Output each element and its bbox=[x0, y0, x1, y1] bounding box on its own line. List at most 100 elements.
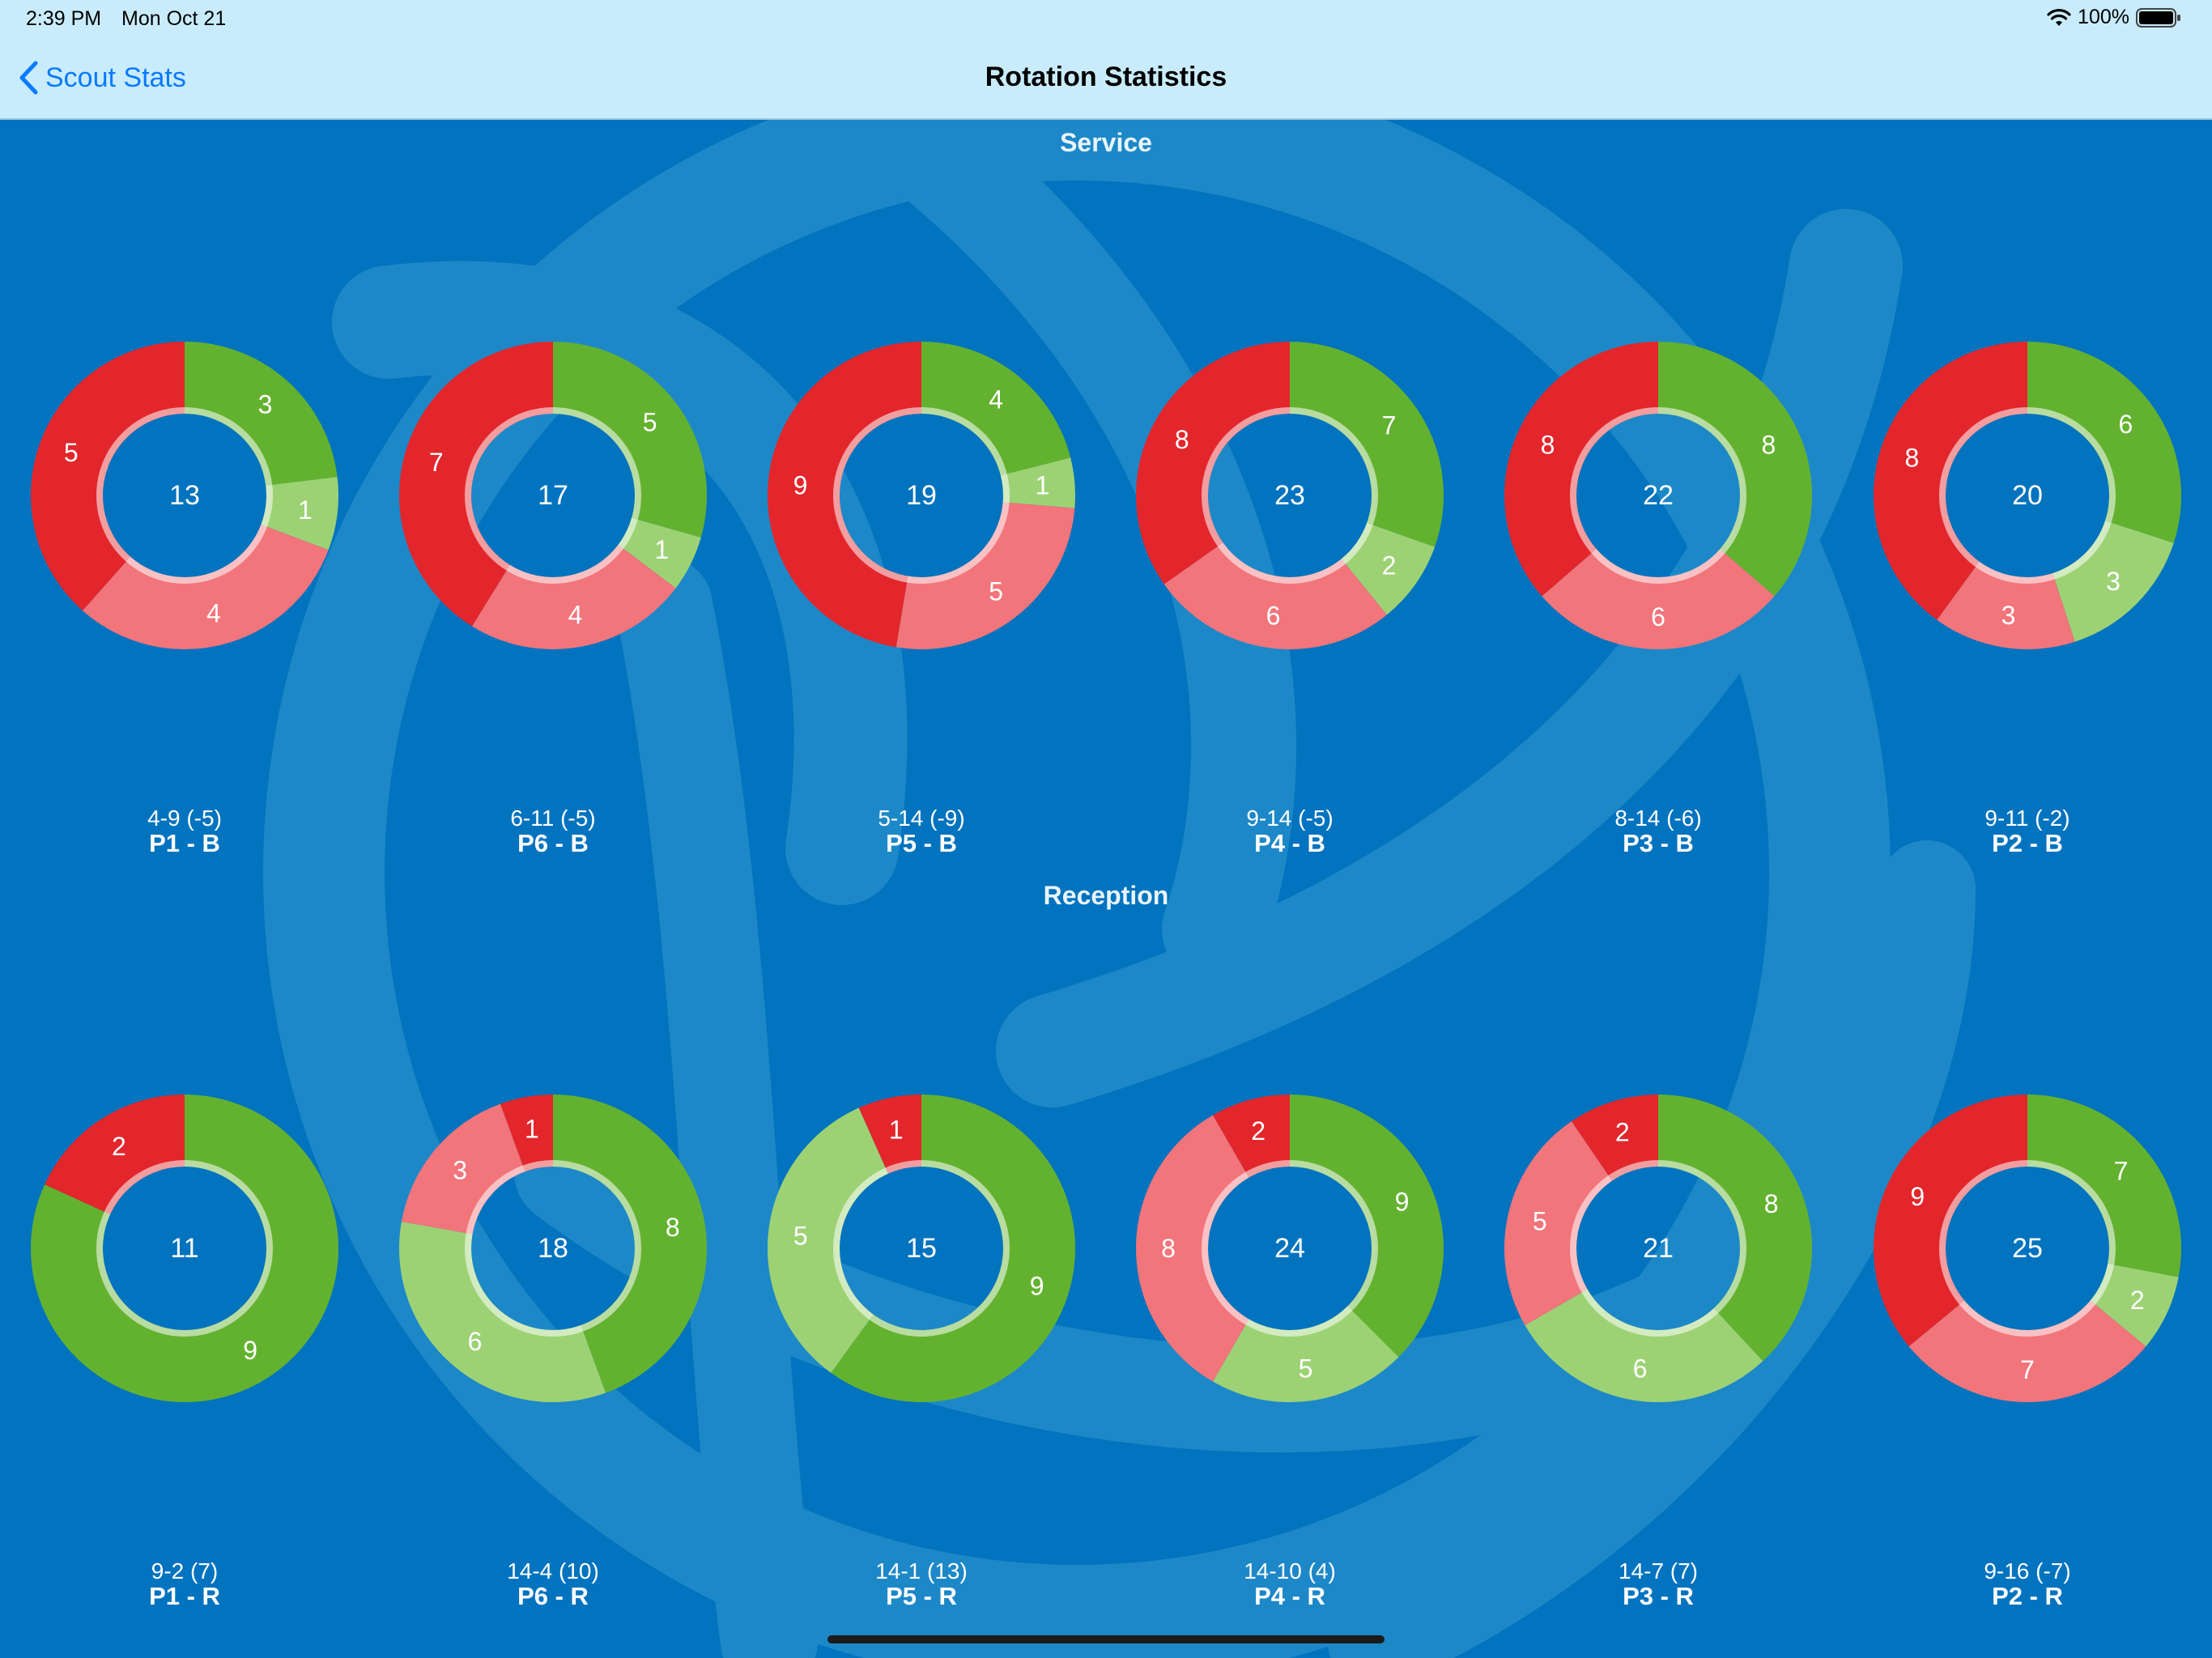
rotation-score: 14-7 (7) bbox=[1618, 1558, 1699, 1584]
donut-inner-ring bbox=[1939, 1160, 2116, 1337]
rotation-score: 4-9 (-5) bbox=[147, 806, 222, 831]
donut-slice[interactable] bbox=[45, 1095, 185, 1215]
rotation-donut-chart[interactable]: 6 3 3 8 20 bbox=[1870, 338, 2185, 653]
donut-total: 22 bbox=[1643, 480, 1674, 511]
donut-slice[interactable] bbox=[1874, 342, 2027, 620]
donut-slice[interactable] bbox=[261, 477, 338, 551]
donut-slice[interactable] bbox=[553, 342, 708, 538]
donut-slice-label: 8 bbox=[1541, 431, 1555, 460]
donut-inner-ring bbox=[96, 1160, 273, 1337]
rotation-position: P5 - B bbox=[886, 829, 957, 857]
donut-total: 18 bbox=[538, 1233, 568, 1264]
donut-total: 21 bbox=[1643, 1233, 1674, 1264]
donut-slice-label: 1 bbox=[1036, 471, 1050, 500]
donut-total: 19 bbox=[906, 480, 937, 511]
donut-slice-label: 7 bbox=[429, 448, 444, 477]
donut-slice[interactable] bbox=[1658, 1095, 1812, 1362]
donut-slice-label: 9 bbox=[1910, 1182, 1925, 1211]
rotation-score: 9-11 (-2) bbox=[1984, 806, 2070, 831]
donut-slice[interactable] bbox=[500, 1095, 553, 1172]
donut-slice[interactable] bbox=[1290, 1095, 1444, 1358]
rotation-label: 9-11 (-2) P2 - B bbox=[1865, 806, 2189, 857]
rotation-donut-chart[interactable]: 3 1 4 5 13 bbox=[27, 338, 342, 653]
donut-slice[interactable] bbox=[1213, 1095, 1290, 1178]
donut-slice[interactable] bbox=[1504, 1121, 1613, 1325]
donut-inner-ring bbox=[1202, 1160, 1378, 1337]
donut-slice[interactable] bbox=[895, 502, 1075, 650]
rotation-label: 9-16 (-7) P2 - R bbox=[1865, 1559, 2189, 1609]
rotation-position: P6 - B bbox=[517, 829, 589, 857]
donut-slice[interactable] bbox=[1290, 342, 1444, 547]
donut-slice[interactable] bbox=[1571, 1095, 1658, 1181]
rotation-score: 14-10 (4) bbox=[1244, 1558, 1336, 1584]
donut-slice[interactable] bbox=[399, 342, 553, 627]
donut-slice[interactable] bbox=[2090, 1263, 2179, 1347]
donut-slice-label: 7 bbox=[2020, 1355, 2035, 1384]
home-indicator[interactable] bbox=[827, 1635, 1385, 1643]
donut-slice[interactable] bbox=[185, 342, 338, 486]
donut-slice-label: 8 bbox=[1762, 431, 1776, 460]
donut-slice[interactable] bbox=[471, 544, 676, 649]
donut-slice[interactable] bbox=[1341, 522, 1436, 615]
donut-slice[interactable] bbox=[399, 1222, 606, 1402]
rotation-score: 6-11 (-5) bbox=[510, 806, 596, 831]
rotation-donut-chart[interactable]: 8 6 5 2 21 bbox=[1500, 1090, 1816, 1406]
page-title: Rotation Statistics bbox=[985, 62, 1227, 92]
donut-slice-label: 5 bbox=[643, 408, 657, 437]
donut-slice[interactable] bbox=[1937, 561, 2075, 649]
rotation-donut-chart[interactable]: 7 2 6 8 23 bbox=[1132, 338, 1448, 653]
donut-slice[interactable] bbox=[83, 524, 329, 649]
rotation-label: 9-2 (7) P1 - R bbox=[23, 1559, 347, 1609]
donut-total: 20 bbox=[2012, 480, 2043, 511]
donut-inner-ring bbox=[1202, 407, 1378, 584]
donut-slice[interactable] bbox=[858, 1095, 921, 1174]
donut-slice[interactable] bbox=[618, 517, 701, 589]
rotation-donut-chart[interactable]: 7 2 7 9 25 bbox=[1870, 1090, 2185, 1406]
donut-slice[interactable] bbox=[1136, 1115, 1249, 1382]
donut-slice[interactable] bbox=[30, 342, 185, 611]
donut-slice[interactable] bbox=[2027, 1095, 2181, 1278]
donut-total: 25 bbox=[2012, 1233, 2043, 1264]
donut-slice-label: 9 bbox=[243, 1336, 257, 1365]
donut-inner-ring bbox=[1570, 407, 1746, 584]
donut-slice-label: 1 bbox=[654, 535, 669, 564]
donut-slice-label: 6 bbox=[1633, 1354, 1648, 1383]
donut-slice-label: 9 bbox=[793, 471, 808, 500]
rotation-score: 9-2 (7) bbox=[151, 1558, 219, 1584]
rotation-position: P4 - B bbox=[1254, 829, 1325, 857]
donut-slice-label: 5 bbox=[793, 1221, 808, 1250]
donut-slice-label: 3 bbox=[2106, 567, 2121, 596]
rotation-donut-chart[interactable]: 9 5 1 15 bbox=[764, 1090, 1079, 1406]
donut-total: 11 bbox=[170, 1233, 198, 1264]
rotation-label: 8-14 (-6) P3 - B bbox=[1496, 806, 1820, 857]
battery-percent: 100% bbox=[2078, 6, 2129, 28]
rotation-donut-chart[interactable]: 8 6 3 1 18 bbox=[395, 1090, 711, 1406]
donut-slice-label: 6 bbox=[468, 1327, 483, 1356]
donut-slice[interactable] bbox=[2052, 521, 2174, 642]
donut-slice-label: 2 bbox=[2130, 1286, 2145, 1315]
donut-slice[interactable] bbox=[1908, 1300, 2146, 1403]
donut-slice-label: 3 bbox=[258, 390, 273, 419]
donut-slice[interactable] bbox=[921, 342, 1071, 476]
rotation-position: P6 - R bbox=[517, 1582, 589, 1610]
donut-total: 24 bbox=[1274, 1233, 1305, 1264]
donut-slice[interactable] bbox=[2027, 342, 2181, 543]
rotation-donut-chart[interactable]: 9 5 8 2 24 bbox=[1132, 1090, 1448, 1406]
donut-slice[interactable] bbox=[1000, 457, 1075, 508]
donut-slice[interactable] bbox=[1542, 549, 1775, 649]
donut-slice-label: 8 bbox=[1764, 1189, 1779, 1218]
rotation-donut-chart[interactable]: 8 6 8 22 bbox=[1500, 338, 1816, 653]
donut-slice[interactable] bbox=[30, 1095, 338, 1402]
donut-slice[interactable] bbox=[401, 1103, 525, 1235]
rotation-donut-chart[interactable]: 5 1 4 7 17 bbox=[395, 338, 711, 653]
donut-inner-ring bbox=[465, 1160, 641, 1337]
rotation-donut-chart[interactable]: 9 2 11 bbox=[27, 1090, 342, 1406]
donut-slice[interactable] bbox=[1658, 342, 1812, 597]
donut-inner-ring bbox=[96, 407, 273, 584]
donut-slice[interactable] bbox=[767, 342, 921, 648]
back-button-label: Scout Stats bbox=[45, 62, 186, 93]
rotation-donut-chart[interactable]: 4 1 5 9 19 bbox=[764, 338, 1079, 653]
back-button[interactable]: Scout Stats bbox=[18, 57, 186, 99]
donut-slice-label: 3 bbox=[453, 1156, 467, 1185]
donut-slice[interactable] bbox=[1504, 342, 1658, 597]
